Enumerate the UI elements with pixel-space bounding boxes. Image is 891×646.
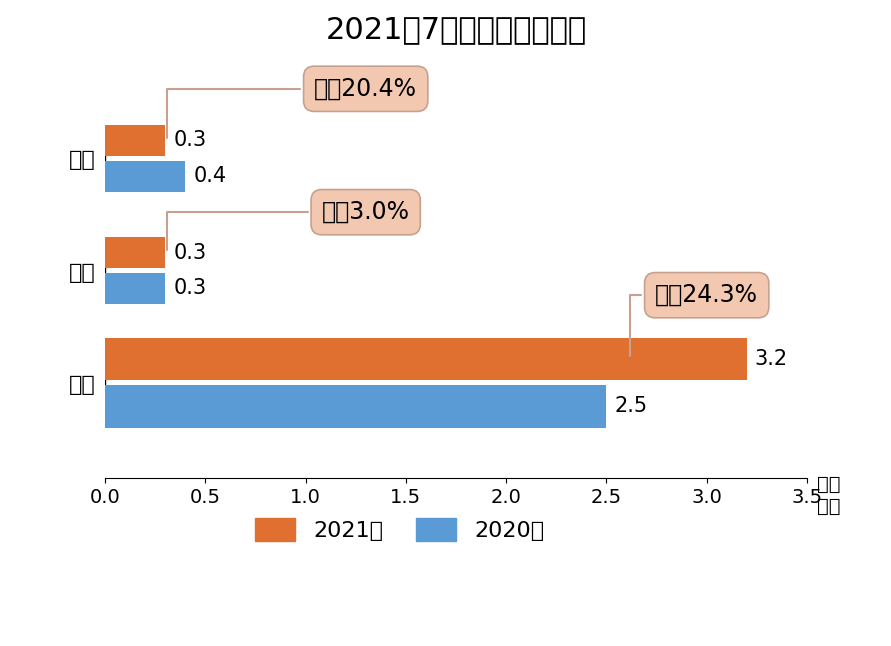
Legend: 2021年, 2020年: 2021年, 2020年 xyxy=(247,509,553,550)
Bar xyxy=(105,273,165,304)
Text: 2.5: 2.5 xyxy=(615,396,648,416)
Text: 增长24.3%: 增长24.3% xyxy=(631,283,758,357)
Text: 3.2: 3.2 xyxy=(755,349,788,369)
Text: 下降3.0%: 下降3.0% xyxy=(168,200,410,250)
Bar xyxy=(105,237,165,268)
Bar xyxy=(105,385,607,428)
Text: 0.3: 0.3 xyxy=(173,130,206,151)
Bar xyxy=(105,125,165,156)
Text: 0.3: 0.3 xyxy=(173,242,206,262)
Text: 下降20.4%: 下降20.4% xyxy=(168,77,417,138)
Bar xyxy=(105,161,185,192)
Bar xyxy=(105,338,747,380)
Title: 2021年7月客车分车型销量: 2021年7月客车分车型销量 xyxy=(325,15,586,44)
Text: 0.3: 0.3 xyxy=(173,278,206,298)
Text: （万
辆）: （万 辆） xyxy=(817,475,840,516)
Text: 0.4: 0.4 xyxy=(193,166,226,186)
